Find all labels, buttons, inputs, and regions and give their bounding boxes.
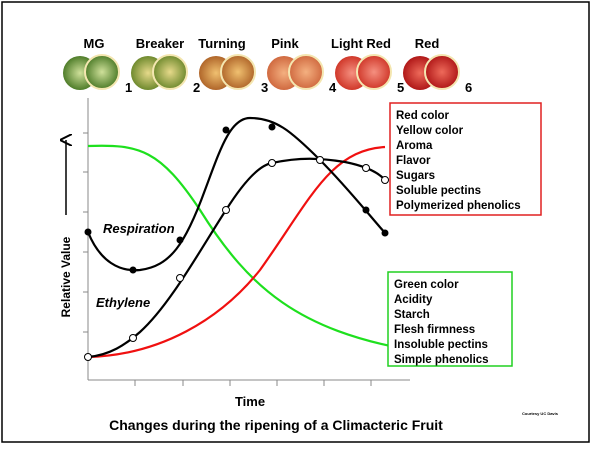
list-item: Simple phenolics bbox=[394, 354, 489, 366]
tomato-cut bbox=[289, 55, 323, 89]
list-item: Sugars bbox=[396, 170, 435, 182]
list-item: Green color bbox=[394, 279, 459, 291]
list-item: Flavor bbox=[396, 155, 431, 167]
stage-number: 6 bbox=[465, 80, 472, 95]
stage-number: 5 bbox=[397, 80, 404, 95]
tomato-cut bbox=[153, 55, 187, 89]
list-item: Soluble pectins bbox=[396, 185, 481, 197]
stage-label: Turning bbox=[198, 36, 245, 51]
stage-label: Light Red bbox=[331, 36, 391, 51]
stage-number: 2 bbox=[193, 80, 200, 95]
tomato-cut bbox=[221, 55, 255, 89]
stage-number: 1 bbox=[125, 80, 132, 95]
tomato-cut bbox=[357, 55, 391, 89]
stage-label: Red bbox=[415, 36, 440, 51]
list-item: Red color bbox=[396, 110, 450, 122]
ethylene-label: Ethylene bbox=[96, 295, 150, 310]
stage-label: MG bbox=[84, 36, 105, 51]
stage-number: 4 bbox=[329, 80, 337, 95]
title: Changes during the ripening of a Climact… bbox=[109, 417, 443, 433]
list-item: Starch bbox=[394, 309, 430, 321]
list-item: Polymerized phenolics bbox=[396, 200, 521, 212]
x-axis-label: Time bbox=[235, 394, 265, 409]
list-item: Flesh firmness bbox=[394, 324, 475, 336]
stage-number: 3 bbox=[261, 80, 268, 95]
stage-label: Breaker bbox=[136, 36, 184, 51]
diagram: MG 1 Breaker 2 Turning 3 Pink 4 Light Red 5 Red 6 R… bbox=[0, 0, 591, 444]
list-item: Insoluble pectins bbox=[394, 339, 488, 351]
list-item: Acidity bbox=[394, 294, 433, 306]
y-axis-label: Relative Value bbox=[59, 236, 73, 317]
credit: Courtesy UC Davis bbox=[522, 411, 559, 416]
respiration-label: Respiration bbox=[103, 221, 175, 236]
list-item: Yellow color bbox=[396, 125, 464, 137]
tomato-cut bbox=[85, 55, 119, 89]
list-item: Aroma bbox=[396, 140, 433, 152]
tomato-cut bbox=[425, 55, 459, 89]
stage-label: Pink bbox=[271, 36, 299, 51]
